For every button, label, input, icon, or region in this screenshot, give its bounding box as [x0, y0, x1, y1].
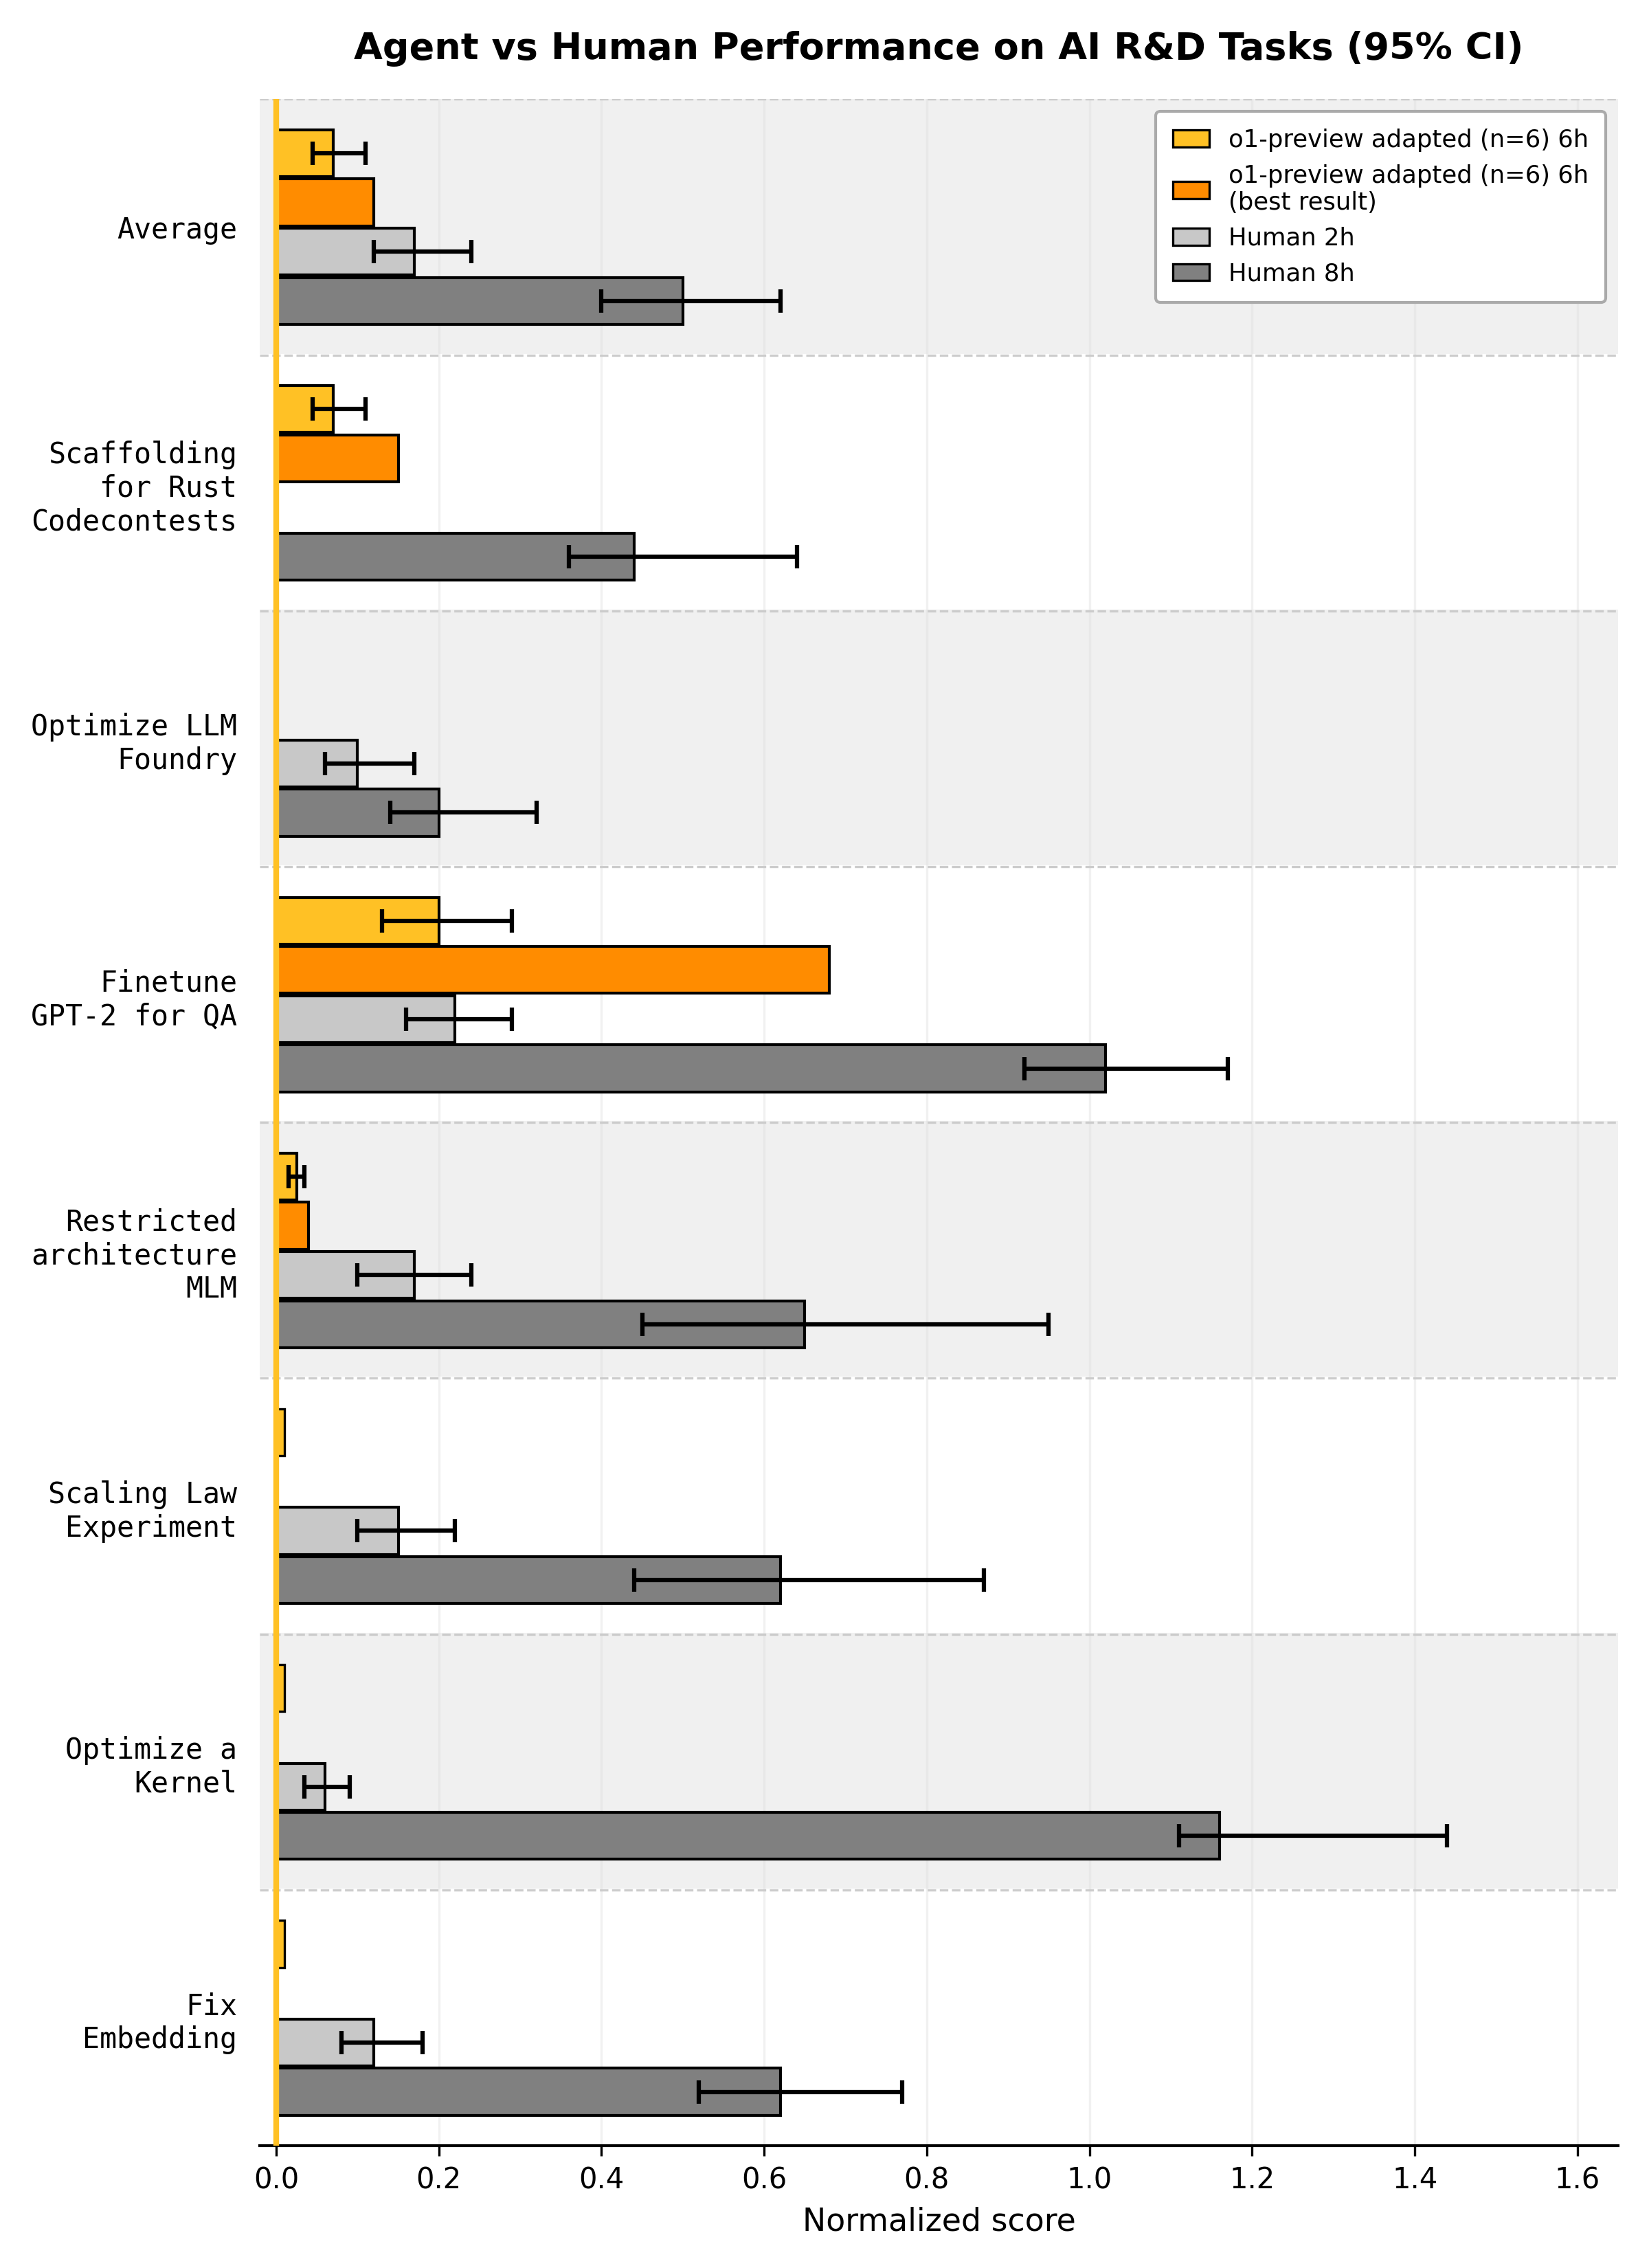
Bar	[277, 129, 333, 177]
Bar	[277, 898, 439, 943]
Bar	[277, 435, 397, 481]
Bar	[261, 100, 1618, 356]
Bar	[277, 1556, 780, 1603]
Bar	[277, 739, 358, 787]
Bar	[277, 533, 635, 581]
Bar	[261, 866, 1618, 1123]
Legend: o1-preview adapted (n=6) 6h, o1-preview adapted (n=6) 6h
(best result), Human 2h: o1-preview adapted (n=6) 6h, o1-preview …	[1156, 111, 1606, 302]
Bar	[277, 946, 829, 993]
X-axis label: Normalized score: Normalized score	[803, 2207, 1075, 2236]
Bar	[277, 1408, 284, 1456]
Bar	[261, 356, 1618, 610]
Title: Agent vs Human Performance on AI R&D Tasks (95% CI): Agent vs Human Performance on AI R&D Tas…	[355, 32, 1524, 66]
Bar	[261, 1889, 1618, 2146]
Bar	[277, 1508, 397, 1554]
Bar	[277, 1665, 284, 1712]
Bar	[277, 2068, 780, 2116]
Bar	[277, 277, 683, 324]
Bar	[277, 179, 374, 227]
Bar	[277, 1812, 1220, 1860]
Bar	[277, 1921, 284, 1966]
Bar	[277, 1202, 308, 1250]
Bar	[277, 789, 439, 837]
Bar	[261, 1635, 1618, 1889]
Bar	[277, 386, 333, 433]
Bar	[277, 1252, 414, 1300]
Bar	[277, 1762, 325, 1810]
Bar	[277, 996, 455, 1043]
Bar	[261, 1123, 1618, 1379]
Bar	[261, 1379, 1618, 1635]
Bar	[277, 1046, 1106, 1091]
Bar	[277, 2019, 374, 2066]
Bar	[277, 1302, 805, 1347]
Bar	[261, 610, 1618, 866]
Bar	[277, 1152, 297, 1200]
Bar	[277, 229, 414, 274]
